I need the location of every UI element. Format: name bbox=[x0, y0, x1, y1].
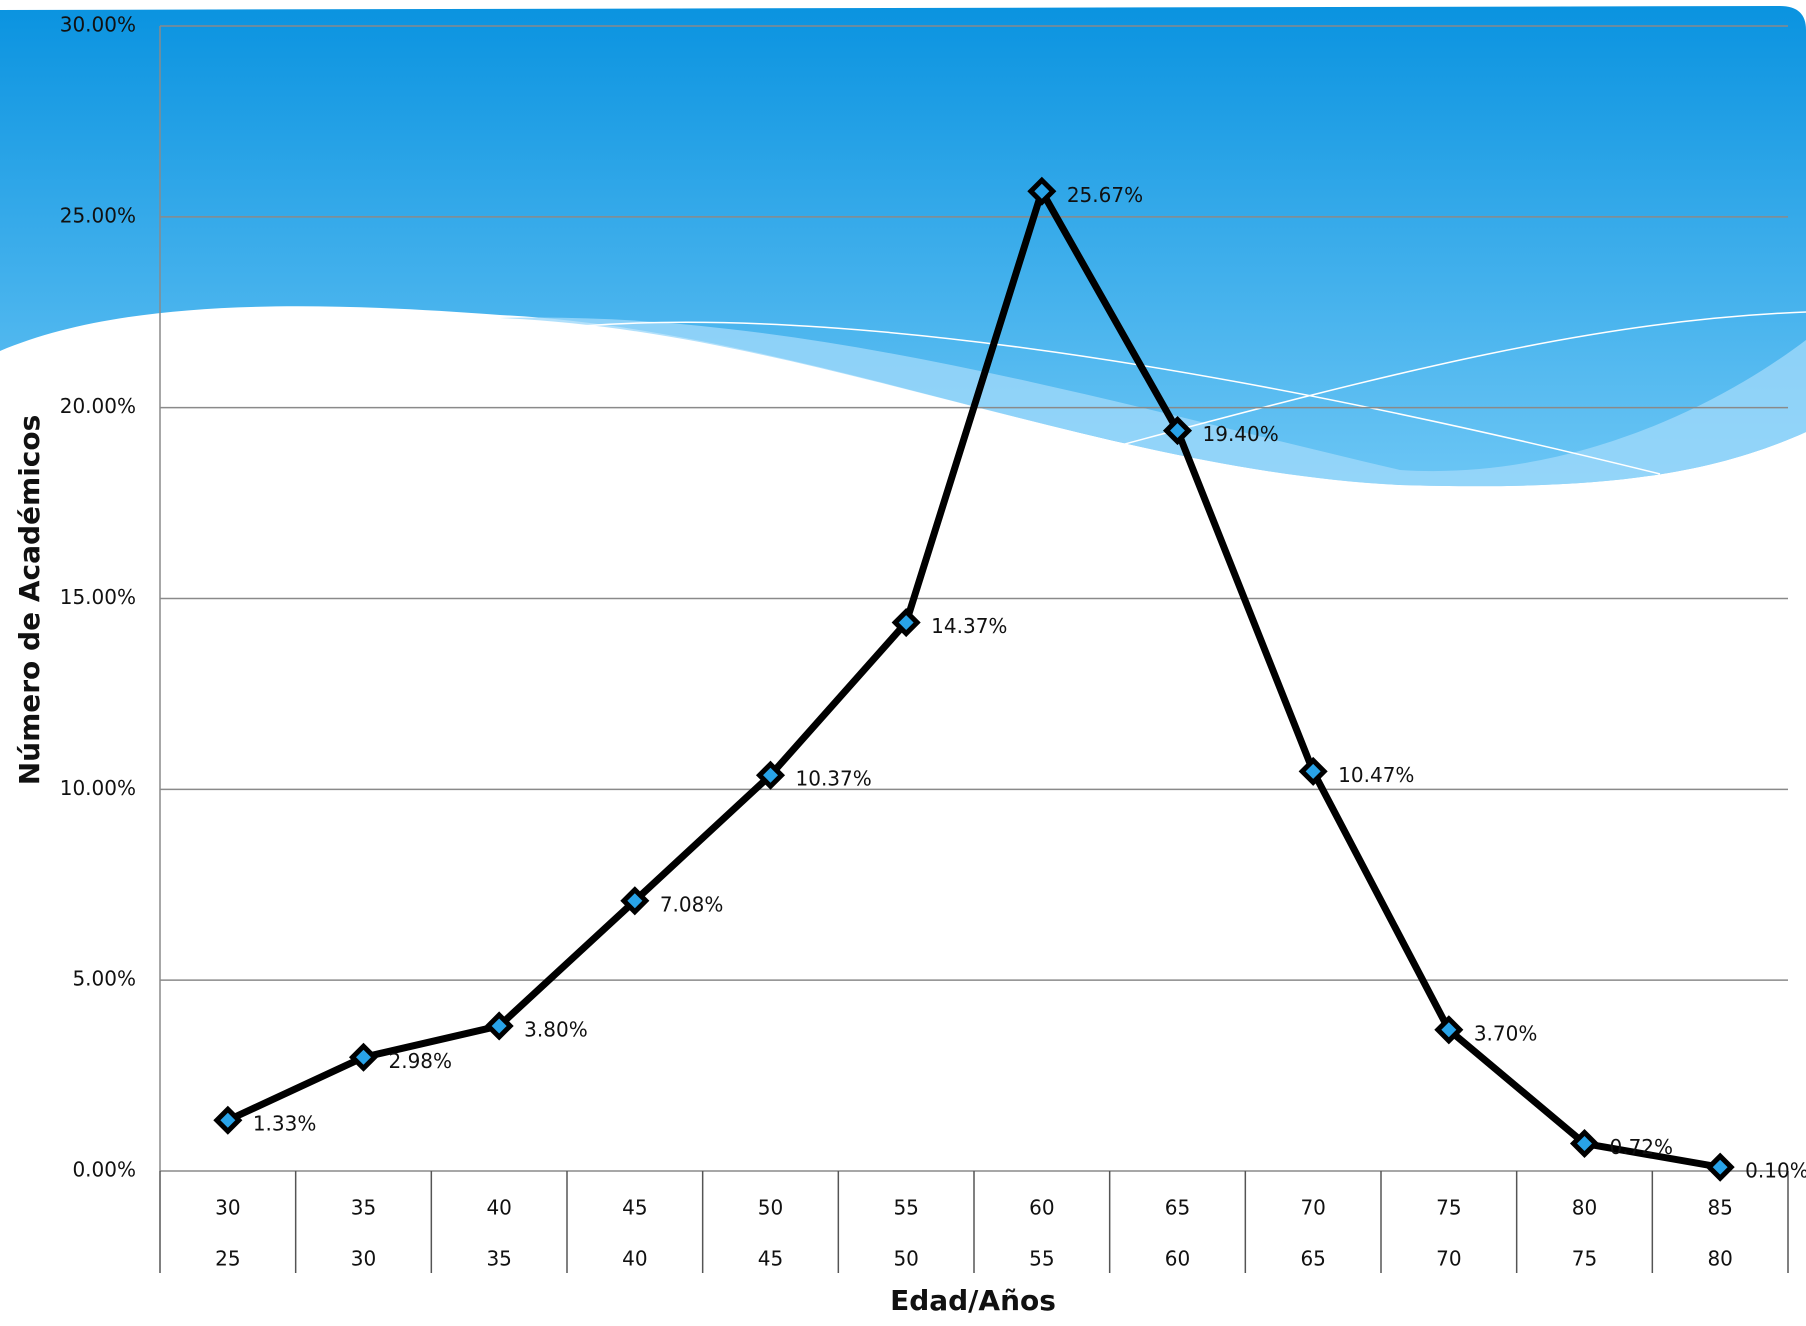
wave-line bbox=[1109, 311, 1806, 449]
marker bbox=[1569, 1128, 1600, 1159]
data-label: 3.80% bbox=[524, 1017, 588, 1041]
x-tick-label: 65 bbox=[1300, 1247, 1325, 1271]
marker bbox=[484, 1011, 514, 1041]
x-tick-label: 75 bbox=[1436, 1196, 1461, 1220]
background-wave-light bbox=[500, 317, 1806, 487]
x-tick-label: 75 bbox=[1572, 1247, 1597, 1271]
marker bbox=[213, 1105, 243, 1135]
x-tick-label: 50 bbox=[758, 1196, 783, 1220]
data-label: 0.72% bbox=[1610, 1135, 1674, 1159]
data-label: 14.37% bbox=[931, 614, 1007, 638]
x-tick-label: 40 bbox=[486, 1196, 511, 1220]
y-tick-label: 25.00% bbox=[60, 203, 136, 227]
marker bbox=[620, 886, 650, 916]
x-tick-label: 30 bbox=[351, 1247, 376, 1271]
line bbox=[226, 187, 1721, 1171]
marker bbox=[1705, 1152, 1735, 1182]
x-tick-label: 35 bbox=[486, 1247, 511, 1271]
x-tick-label: 70 bbox=[1436, 1247, 1461, 1271]
wave-line bbox=[539, 321, 1661, 475]
marker bbox=[1162, 416, 1193, 446]
data-label: 25.67% bbox=[1067, 183, 1143, 207]
data-label: 2.98% bbox=[389, 1049, 453, 1073]
x-tick-label: 45 bbox=[758, 1247, 783, 1271]
y-tick-label: 15.00% bbox=[60, 585, 136, 609]
y-tick-label: 5.00% bbox=[72, 967, 136, 991]
y-tick-label: 0.00% bbox=[72, 1158, 136, 1182]
x-tick-label: 25 bbox=[215, 1247, 240, 1271]
data-label: 19.40% bbox=[1203, 422, 1279, 446]
marker bbox=[755, 760, 786, 790]
x-tick-label: 35 bbox=[351, 1196, 376, 1220]
marker bbox=[348, 1042, 379, 1072]
data-label: 10.47% bbox=[1338, 763, 1414, 787]
x-tick-label: 45 bbox=[622, 1196, 647, 1220]
x-tick-label: 30 bbox=[215, 1196, 240, 1220]
y-tick-label: 10.00% bbox=[60, 776, 136, 800]
data-label: 10.37% bbox=[796, 767, 872, 791]
x-tick-label: 60 bbox=[1165, 1247, 1190, 1271]
x-tick-label: 85 bbox=[1707, 1196, 1732, 1220]
x-tick-label: 70 bbox=[1300, 1196, 1325, 1220]
x-tick-label: 50 bbox=[893, 1247, 918, 1271]
y-tick-label: 30.00% bbox=[60, 13, 136, 37]
data-label: 7.08% bbox=[660, 892, 724, 916]
y-tick-label: 20.00% bbox=[60, 394, 136, 418]
x-tick-label: 60 bbox=[1029, 1196, 1054, 1220]
data-label: 3.70% bbox=[1474, 1021, 1538, 1045]
marker bbox=[1298, 756, 1328, 786]
x-tick-label: 80 bbox=[1707, 1247, 1732, 1271]
x-tick-label: 55 bbox=[1029, 1247, 1054, 1271]
y-axis-title: Número de Académicos bbox=[13, 415, 46, 786]
marker bbox=[1434, 1015, 1464, 1045]
background-wave bbox=[0, 6, 1806, 487]
x-tick-label: 55 bbox=[893, 1196, 918, 1220]
data-label: 1.33% bbox=[253, 1112, 317, 1136]
marker bbox=[1027, 176, 1057, 206]
x-axis-title: Edad/Años bbox=[890, 1284, 1056, 1317]
marker bbox=[891, 608, 921, 638]
x-tick-label: 65 bbox=[1165, 1196, 1190, 1220]
x-tick-label: 40 bbox=[622, 1247, 647, 1271]
data-label: 0.10% bbox=[1745, 1159, 1806, 1183]
x-tick-label: 80 bbox=[1572, 1196, 1597, 1220]
